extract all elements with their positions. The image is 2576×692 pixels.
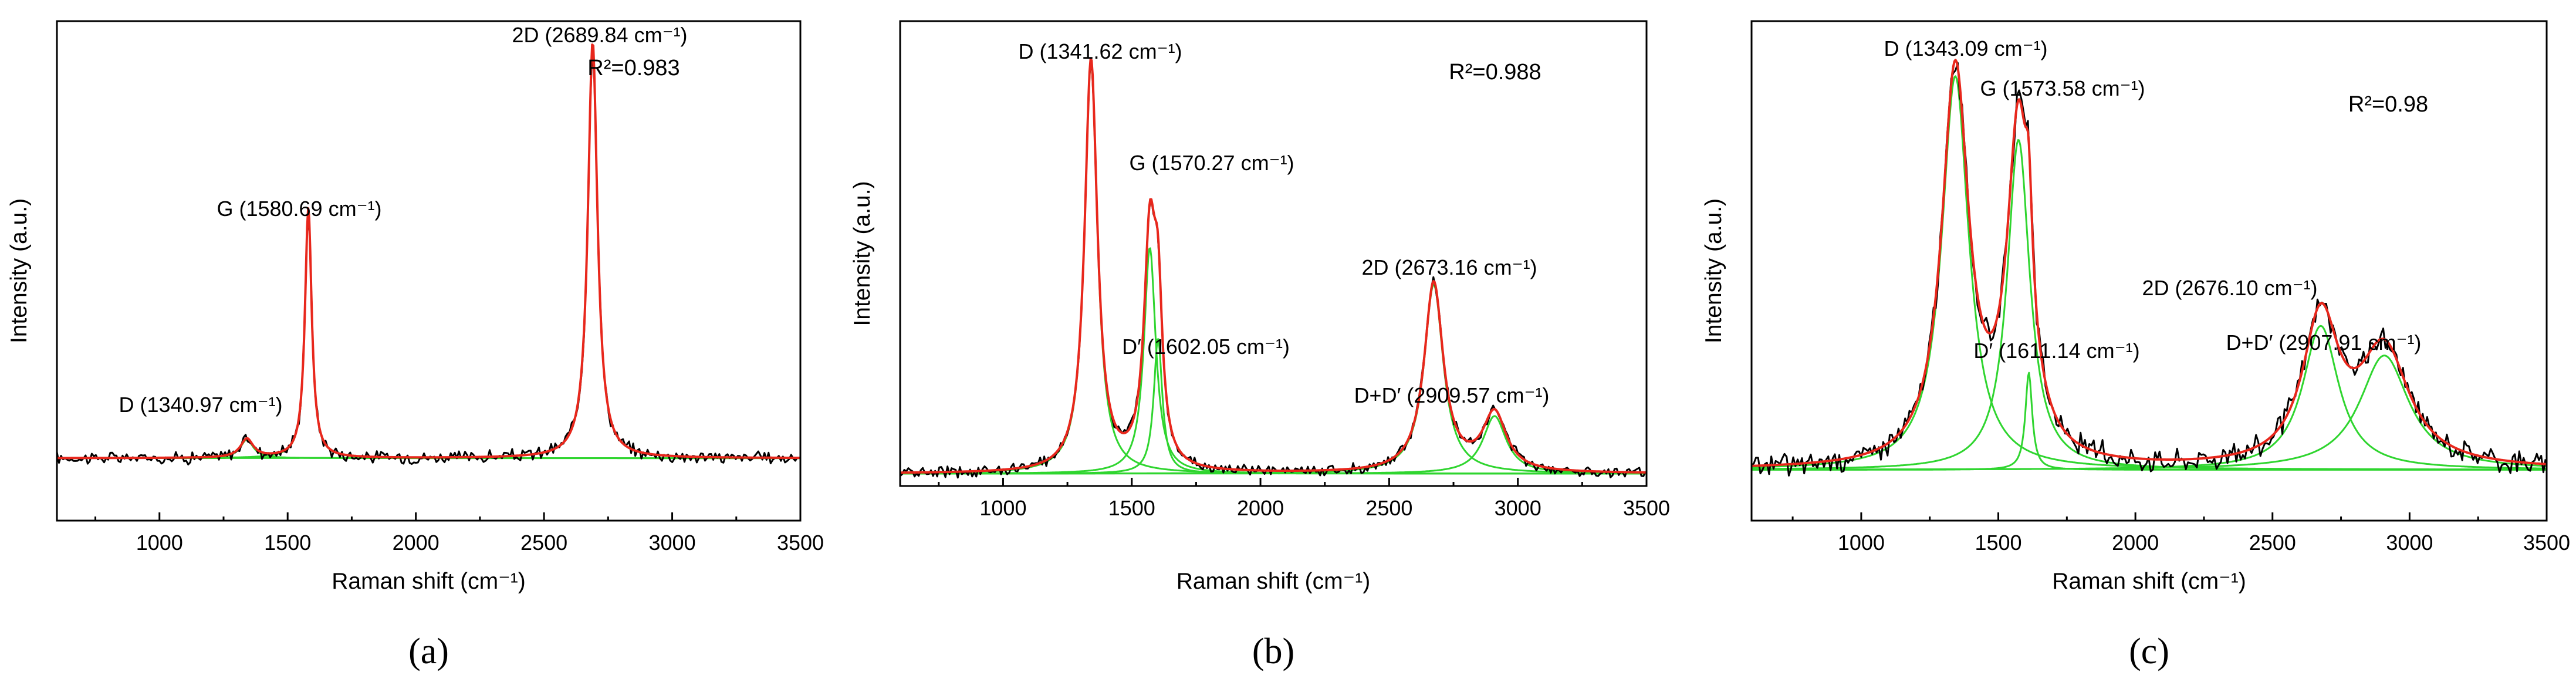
panel-tag: (a) bbox=[408, 632, 449, 671]
x-axis-label: Raman shift (cm⁻¹) bbox=[1177, 569, 1370, 594]
x-axis-label: Raman shift (cm⁻¹) bbox=[2052, 569, 2246, 594]
component-curve-dd bbox=[900, 415, 1647, 475]
raw-spectrum-line bbox=[900, 59, 1647, 479]
x-tick-label: 1000 bbox=[979, 496, 1026, 520]
panel-tag: (c) bbox=[2129, 632, 2169, 671]
peak-label-d: D (1343.09 cm⁻¹) bbox=[1884, 36, 2047, 60]
x-tick-label: 3500 bbox=[1623, 496, 1670, 520]
component-curve-g bbox=[57, 208, 800, 460]
x-tick-label: 3000 bbox=[1495, 496, 1541, 520]
x-tick-label: 2500 bbox=[520, 531, 567, 555]
x-tick-label: 3000 bbox=[2386, 531, 2433, 555]
x-tick-label: 1500 bbox=[1108, 496, 1155, 520]
plot-frame bbox=[1750, 20, 2548, 522]
peak-label-2d: 2D (2673.16 cm⁻¹) bbox=[1361, 255, 1537, 279]
peak-label-dd: D+D′ (2907.91 cm⁻¹) bbox=[2226, 330, 2422, 355]
panel-a: 1000 1500 2000 2500 3000 3500 Raman shift (cm⁻… bbox=[6, 20, 824, 671]
fit-curve-line bbox=[900, 58, 1647, 474]
raw-spectrum-line bbox=[1752, 62, 2547, 477]
r-squared-label: R²=0.98 bbox=[2348, 92, 2428, 117]
peak-label-d: D′ (1602.05 cm⁻¹) bbox=[1122, 335, 1290, 359]
x-tick-label: 2000 bbox=[393, 531, 440, 555]
peak-label-d: D (1341.62 cm⁻¹) bbox=[1018, 39, 1182, 63]
y-axis-label: Intensity (a.u.) bbox=[1701, 198, 1726, 343]
panel-b: 1000 1500 2000 2500 3000 3500 Raman shift (cm⁻… bbox=[850, 20, 1670, 671]
x-tick-label: 2000 bbox=[1237, 496, 1284, 520]
r-squared-label: R²=0.988 bbox=[1449, 60, 1541, 85]
peak-label-g: G (1570.27 cm⁻¹) bbox=[1129, 151, 1294, 175]
peak-label-g: G (1580.69 cm⁻¹) bbox=[217, 197, 381, 221]
component-curve-g bbox=[900, 247, 1647, 475]
x-tick-label: 3000 bbox=[649, 531, 696, 555]
peak-label-dd: D+D′ (2909.57 cm⁻¹) bbox=[1354, 383, 1550, 407]
x-tick-label: 3500 bbox=[2523, 531, 2570, 555]
x-axis-label: Raman shift (cm⁻¹) bbox=[332, 569, 525, 594]
x-tick-label: 2500 bbox=[2249, 531, 2296, 555]
x-tick-label: 2000 bbox=[2112, 531, 2159, 555]
peak-label-d: D′ (1611.14 cm⁻¹) bbox=[1973, 339, 2139, 363]
peak-label-d: D (1340.97 cm⁻¹) bbox=[119, 393, 282, 417]
x-tick-label: 1000 bbox=[1838, 531, 1885, 555]
panel-c: 1000 1500 2000 2500 3000 3500 Raman shift (cm⁻… bbox=[1701, 20, 2570, 671]
y-axis-label: Intensity (a.u.) bbox=[6, 198, 32, 343]
x-tick-label: 1500 bbox=[264, 531, 311, 555]
panel-tag: (b) bbox=[1252, 632, 1294, 671]
component-curve-2d bbox=[900, 283, 1647, 475]
component-curve-d bbox=[57, 438, 800, 460]
fit-curve-line bbox=[57, 43, 800, 460]
peak-label-2d: 2D (2689.84 cm⁻¹) bbox=[512, 23, 687, 47]
x-tick-label: 2500 bbox=[1365, 496, 1412, 520]
peak-label-2d: 2D (2676.10 cm⁻¹) bbox=[2142, 276, 2317, 300]
peak-label-g: G (1573.58 cm⁻¹) bbox=[1980, 76, 2145, 100]
plot-frame bbox=[56, 20, 802, 522]
fit-curve-line bbox=[1752, 59, 2547, 467]
x-tick-label: 1500 bbox=[1975, 531, 2021, 555]
r-squared-label: R²=0.983 bbox=[587, 56, 680, 80]
component-curve-dd bbox=[1752, 355, 2547, 471]
component-curve-d bbox=[1752, 75, 2547, 471]
x-tick-label: 3500 bbox=[777, 531, 824, 555]
y-axis-label: Intensity (a.u.) bbox=[850, 181, 875, 326]
plot-frame bbox=[899, 20, 1648, 487]
x-tick-label: 1000 bbox=[136, 531, 183, 555]
